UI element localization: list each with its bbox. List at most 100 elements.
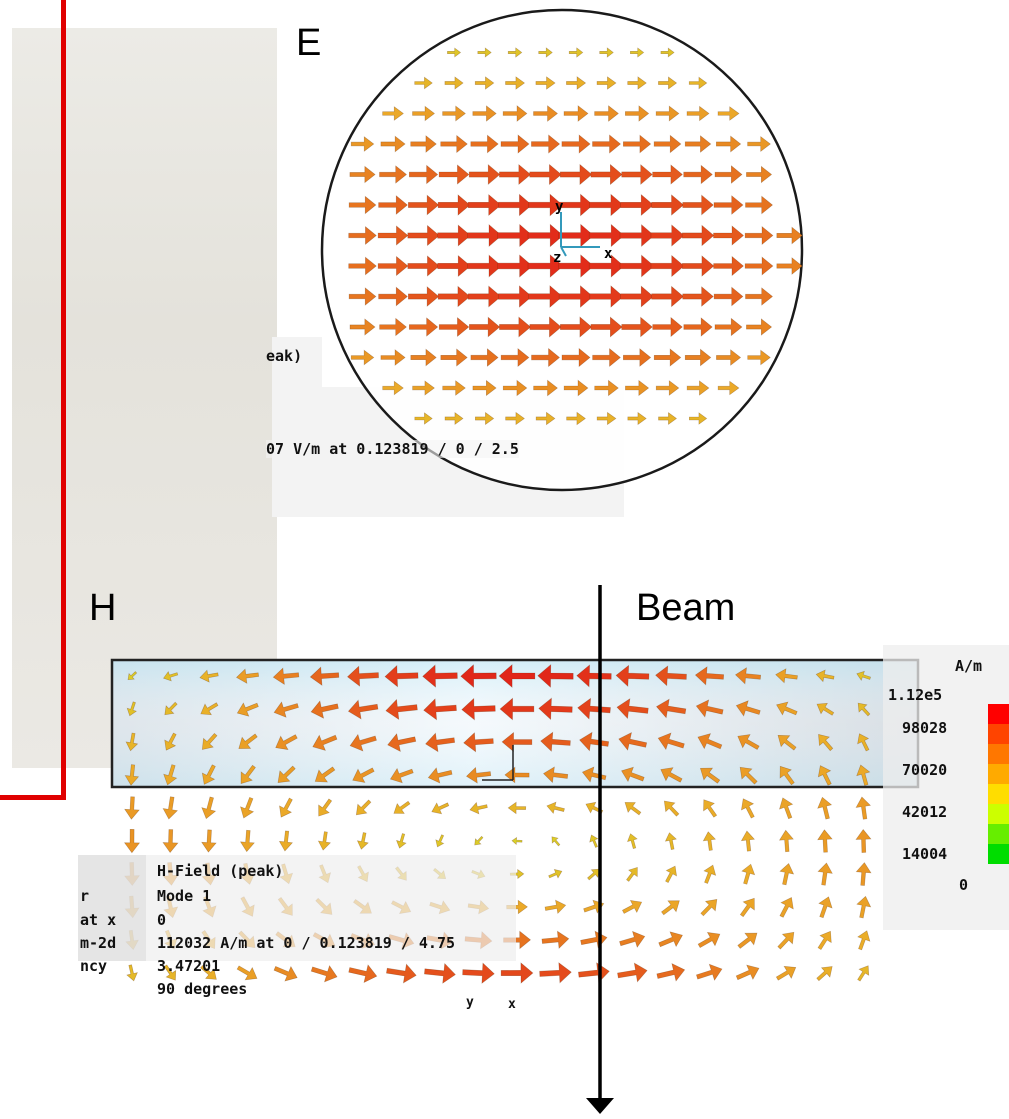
field-arrow [201, 829, 217, 853]
field-arrow [775, 668, 798, 684]
field-arrow [279, 797, 293, 818]
field-arrow [528, 193, 563, 217]
h-info-frequency: 3.47201 [157, 957, 221, 975]
field-arrow [444, 76, 464, 90]
field-arrow [240, 764, 256, 785]
e-axis-triad: y x z [553, 199, 613, 266]
field-arrow [619, 224, 655, 247]
field-arrow [273, 965, 298, 982]
field-arrow [624, 802, 642, 816]
field-arrow [558, 223, 594, 248]
field-arrow [622, 134, 652, 154]
field-arrow [776, 257, 803, 275]
h-info-prefix-2: at x [80, 911, 117, 929]
colorbar-tick-2: 70020 [902, 761, 948, 779]
field-arrow [713, 225, 744, 246]
field-arrow [497, 254, 533, 278]
field-arrow [744, 225, 774, 246]
field-arrow [622, 348, 652, 367]
field-arrow [579, 731, 610, 752]
field-arrow [163, 964, 177, 981]
field-arrow [589, 285, 624, 308]
field-arrow [408, 164, 439, 185]
field-arrow [427, 767, 453, 784]
h-info-max: 112032 A/m at 0 / 0.123819 / 4.75 [157, 934, 456, 952]
field-arrow [713, 255, 744, 277]
colorbar-tick-4: 14004 [902, 845, 948, 863]
field-arrow [499, 316, 532, 338]
field-arrow [658, 931, 683, 948]
field-arrow [561, 134, 591, 154]
colorbar-tick-max: 1.12e5 [888, 686, 943, 704]
field-arrow [442, 105, 466, 122]
field-arrow [652, 164, 683, 185]
field-arrow [717, 380, 740, 396]
field-arrow [856, 895, 872, 919]
field-arrow [657, 732, 685, 751]
e-info-value: 07 V/m at 0.123819 / 0 / 2.5 [266, 440, 519, 458]
field-arrow [412, 380, 435, 396]
field-arrow [561, 347, 591, 368]
field-arrow [355, 799, 372, 816]
field-arrow [546, 801, 565, 815]
e-axis-z: z [553, 250, 561, 266]
field-arrow [816, 702, 835, 716]
field-arrow [384, 664, 419, 688]
field-arrow [683, 164, 713, 185]
field-arrow [497, 193, 533, 217]
field-arrow [566, 76, 587, 90]
field-arrow [393, 800, 411, 814]
field-arrow [123, 828, 141, 854]
field-arrow [735, 964, 760, 981]
field-arrow [350, 136, 375, 152]
field-arrow [856, 670, 871, 681]
field-arrow [348, 287, 377, 306]
colorbar-tick-1: 98028 [902, 719, 948, 737]
field-arrow [697, 733, 723, 750]
field-arrow [414, 412, 433, 425]
field-arrow [857, 733, 870, 752]
e-field-arrows [348, 47, 803, 426]
field-arrow [380, 135, 406, 153]
field-arrow [620, 193, 654, 217]
field-arrow [627, 411, 647, 426]
field-arrow [407, 255, 440, 277]
field-arrow [412, 105, 436, 122]
h-axis-x: x [508, 997, 516, 1012]
field-arrow [682, 194, 714, 216]
field-arrow [396, 833, 407, 849]
field-arrow [650, 254, 685, 278]
field-arrow [467, 254, 502, 278]
field-arrow [776, 701, 798, 716]
field-arrow [714, 317, 743, 337]
field-arrow [621, 766, 645, 783]
field-arrow [714, 165, 743, 184]
field-arrow [817, 862, 833, 886]
field-arrow [682, 286, 714, 307]
field-arrow [407, 194, 440, 216]
field-arrow [377, 225, 409, 246]
field-arrow [855, 796, 872, 820]
field-arrow [558, 285, 594, 308]
field-arrow [408, 317, 439, 337]
field-arrow [627, 833, 638, 849]
field-arrow [236, 668, 260, 684]
field-arrow [744, 256, 774, 276]
field-arrow [440, 348, 468, 367]
field-arrow [379, 317, 407, 337]
field-arrow [272, 667, 300, 685]
field-arrow [558, 254, 594, 278]
field-arrow [437, 224, 471, 247]
field-arrow [309, 666, 340, 686]
field-arrow [540, 731, 571, 752]
field-arrow [746, 165, 773, 184]
field-arrow [507, 801, 527, 815]
field-arrow [349, 733, 377, 752]
field-arrow [378, 195, 408, 215]
colorbar-unit: A/m [955, 657, 983, 675]
field-arrow [239, 829, 255, 853]
field-arrow [460, 664, 497, 688]
field-arrow [410, 348, 437, 367]
field-arrow [164, 732, 177, 751]
field-arrow [378, 286, 408, 307]
